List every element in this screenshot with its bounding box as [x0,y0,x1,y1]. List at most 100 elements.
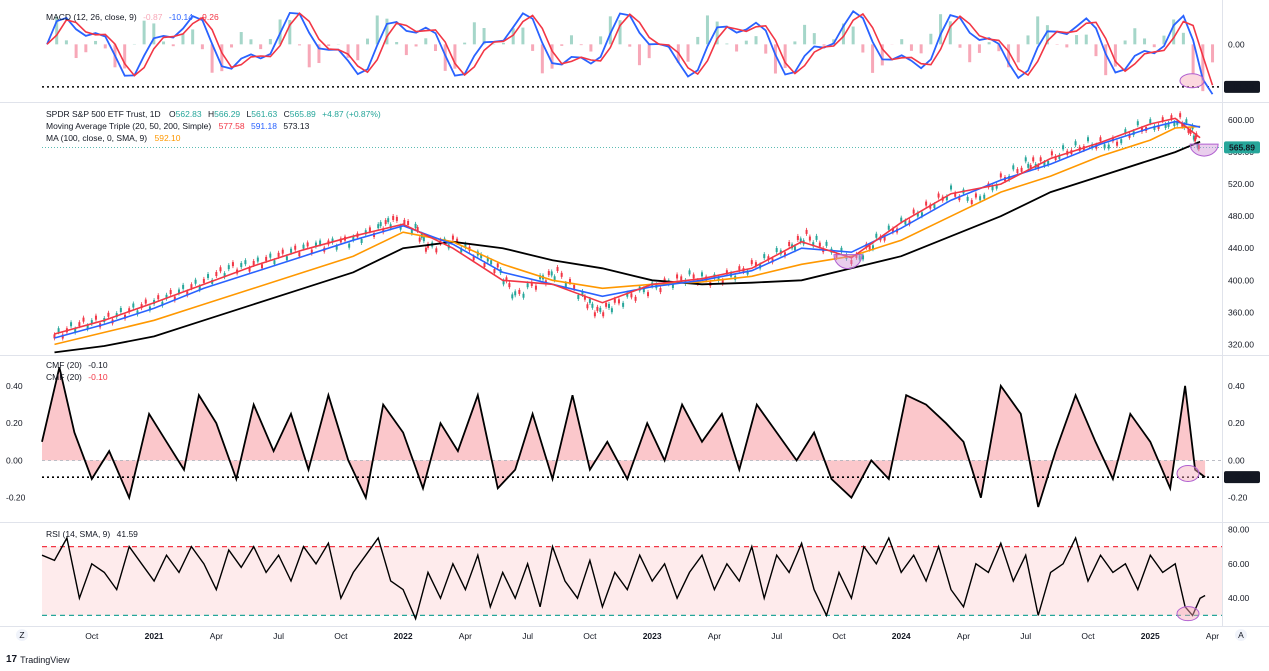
candle-body [871,245,874,250]
macd-histogram-bar [346,44,350,58]
candle-body [177,289,180,294]
macd-last-value-badge: -11.10 [1224,80,1260,93]
candle-body [302,244,305,249]
x-tick-label: Jul [1020,631,1031,641]
macd-histogram-bar [404,44,408,56]
y-tick-label: 0.40 [1228,381,1245,391]
candle-body [970,200,973,205]
candle-body [534,285,537,290]
scale-left-button[interactable]: Z [16,629,28,641]
ma100-legend: MA (100, close, 0, SMA, 9) 592.10 [46,133,181,143]
ma-line-sma-50 [54,120,1201,339]
candle-body [1179,113,1182,118]
candle-body [352,236,355,241]
candle-body [547,271,550,276]
candle-body [642,288,645,293]
macd-histogram-bar [123,44,127,69]
macd-histogram-bar [327,44,331,47]
macd-histogram-bar [812,33,816,45]
candle-body [94,315,97,320]
candle-body [1091,144,1094,149]
candle-body [933,204,936,209]
candle-body [389,224,392,229]
candle-body [480,254,483,259]
candle-body [858,255,861,260]
macd-histogram-bar [1191,44,1195,74]
cmf-left-tick: 0.40 [6,381,23,391]
macd-histogram-bar [861,44,865,53]
macd-histogram-bar [239,32,243,45]
candle-body [248,267,251,272]
candle-body [818,242,821,247]
candle-body [119,308,122,313]
cmf-last-value-badge: -0.09 [1224,471,1260,484]
candle-body [508,283,511,288]
svg-text:A: A [1238,630,1244,640]
macd-histogram-bar [424,38,428,45]
candle-body [414,223,417,228]
candle-body [1024,157,1027,162]
candle-body [767,256,770,261]
macd-histogram-bar [1094,44,1098,57]
candle-body [925,201,928,206]
scale-auto-button[interactable]: A [1235,629,1247,641]
candle-body [556,267,559,272]
cmf-legend-2: CMF (20) -0.10 [46,372,108,382]
macd-histogram-bar [1026,35,1030,45]
candle-body [107,312,110,317]
ma-triple-value-50: 591.18 [251,121,277,131]
candle-body [472,256,475,261]
candle-body [805,229,808,234]
candle-body [560,272,563,277]
candle-body [1032,157,1035,162]
candle-body [659,288,662,293]
candle-body [493,269,496,274]
candle-body [738,266,741,271]
candle-body [983,194,986,199]
y-tick-label: 80.00 [1228,524,1250,534]
x-tick-label: Apr [1206,631,1219,641]
y-tick-label: 0.20 [1228,418,1245,428]
candle-body [862,255,865,260]
macd-histogram-bar [142,20,146,45]
y-tick-label: 400.00 [1228,275,1254,285]
macd-histogram-bar [569,35,573,45]
candle-body [1039,157,1042,162]
x-tick-label: Apr [210,631,223,641]
macd-histogram-bar [531,44,535,51]
candle-body [613,298,616,303]
ma-line-sma-200 [54,140,1201,354]
candle-body [124,314,127,319]
price-change: +4.87 (+0.87%) [322,109,381,119]
candle-body [1050,151,1053,156]
candle-body [78,322,81,327]
candle-body [1153,125,1156,130]
candle-body [418,237,421,242]
tradingview-logo: 17 [6,654,18,665]
candle-body [634,296,637,301]
macd-histogram-bar [181,33,185,45]
rsi-highlight-ellipse [1176,606,1200,622]
candle-body [483,263,486,268]
candle-body [671,284,674,289]
candle-body [207,274,210,279]
candle-body [240,263,243,268]
candle-body [364,230,367,235]
candle-body [319,240,322,245]
candle-body [991,186,994,191]
candle-body [244,260,247,265]
macd-histogram-bar [1045,25,1049,45]
candle-body [568,278,571,283]
candle-body [1192,135,1195,140]
price-close: 565.89 [290,109,316,119]
candle-body [900,217,903,222]
candle-body [1047,160,1050,165]
macd-histogram-bar [919,44,923,54]
candle-body [974,193,977,198]
ma100-value: 592.10 [154,133,180,143]
candle-body [1012,165,1015,170]
cmf-line [41,367,1206,508]
macd-legend-value-signal: -9.26 [199,12,219,22]
macd-histogram-bar [909,44,913,51]
macd-histogram-bar [735,44,739,52]
